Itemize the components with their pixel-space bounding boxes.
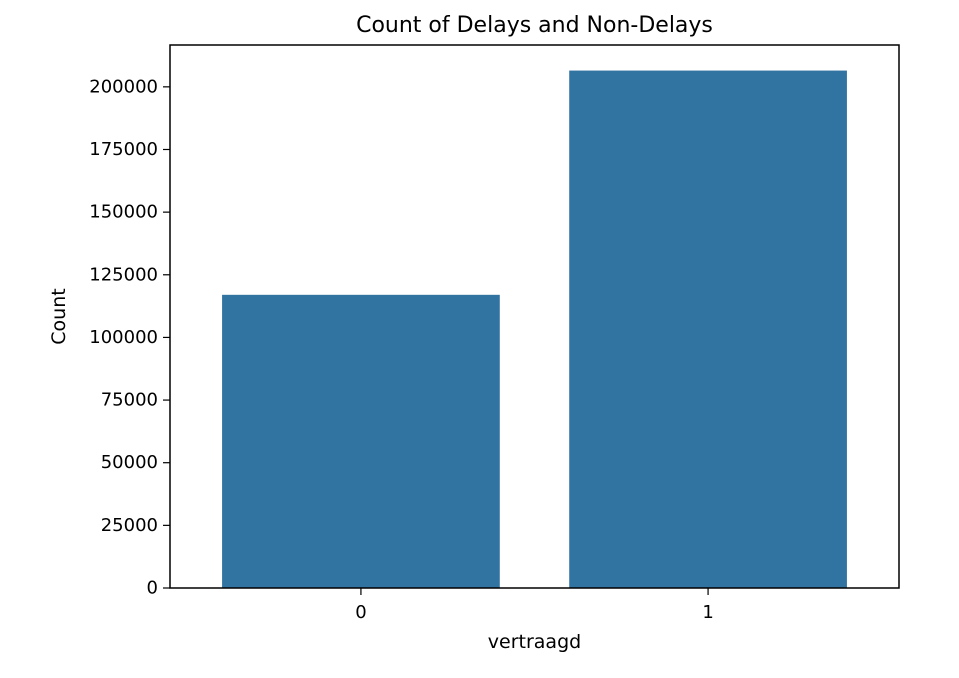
bars [222,70,847,588]
x-axis-label: vertraagd [488,631,581,653]
y-tick-label: 50000 [101,452,158,473]
y-tick-label: 75000 [101,390,158,411]
y-axis-label: Count [48,288,70,344]
y-tick-label: 125000 [89,264,158,285]
y-axis-ticks: 0 25000 50000 75000 100000 125000 150000 175000… [89,76,170,599]
bar-1 [569,70,847,588]
x-tick-label: 1 [702,602,713,623]
y-tick-label: 175000 [89,139,158,160]
y-tick-label: 100000 [89,327,158,348]
y-tick-label: 0 [147,578,158,599]
y-tick-label: 150000 [89,202,158,223]
bar-0 [222,294,500,588]
chart-title: Count of Delays and Non-Delays [356,13,713,38]
y-tick-label: 200000 [89,76,158,97]
y-tick-label: 25000 [101,515,158,536]
x-tick-label: 0 [355,602,366,623]
plot-frame [169,44,900,589]
